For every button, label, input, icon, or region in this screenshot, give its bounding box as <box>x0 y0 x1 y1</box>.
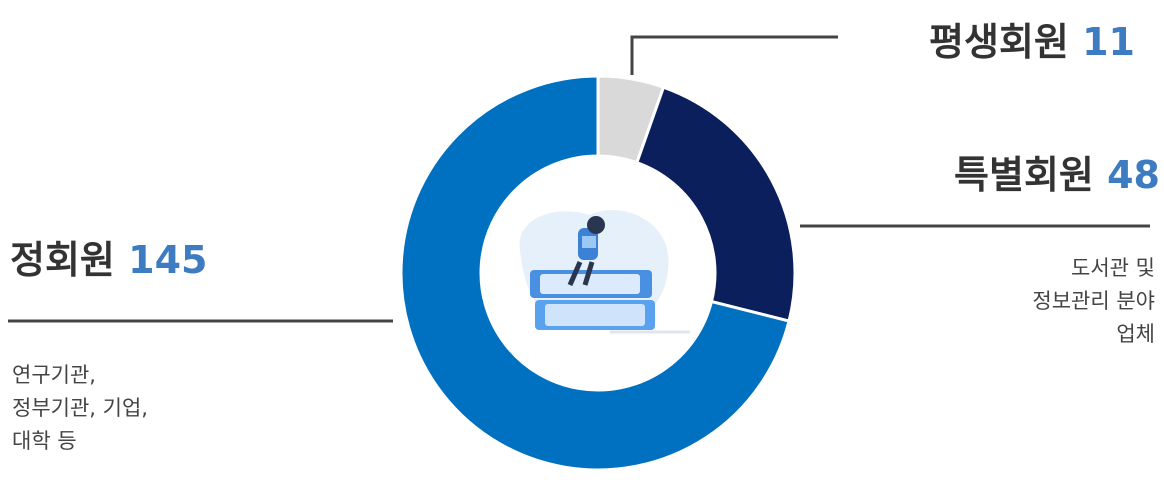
slice-note: 업체 <box>1116 322 1155 346</box>
slice-value: 11 <box>1082 20 1135 64</box>
slice-note: 정보관리 분야 <box>1032 289 1155 313</box>
slice-value: 48 <box>1107 153 1160 197</box>
slice-note: 대학 등 <box>12 429 77 453</box>
slice-name: 특별회원 <box>954 153 1094 197</box>
slice-label: 정회원 145 <box>10 238 207 282</box>
slice-value: 145 <box>128 238 207 282</box>
slice-label: 특별회원 48 <box>954 153 1160 197</box>
slice-note: 연구기관, <box>12 363 96 387</box>
leader-line <box>630 35 838 75</box>
donut <box>399 74 797 472</box>
slice-name: 평생회원 <box>929 20 1069 64</box>
slice-note: 도서관 및 <box>1071 256 1155 280</box>
donut-slice <box>399 74 791 472</box>
center-illustration <box>519 209 690 334</box>
slice-label: 평생회원 11 <box>929 20 1135 64</box>
slice-note: 정부기관, 기업, <box>12 396 148 420</box>
slice-name: 정회원 <box>10 238 115 282</box>
donut-slice <box>634 85 797 323</box>
